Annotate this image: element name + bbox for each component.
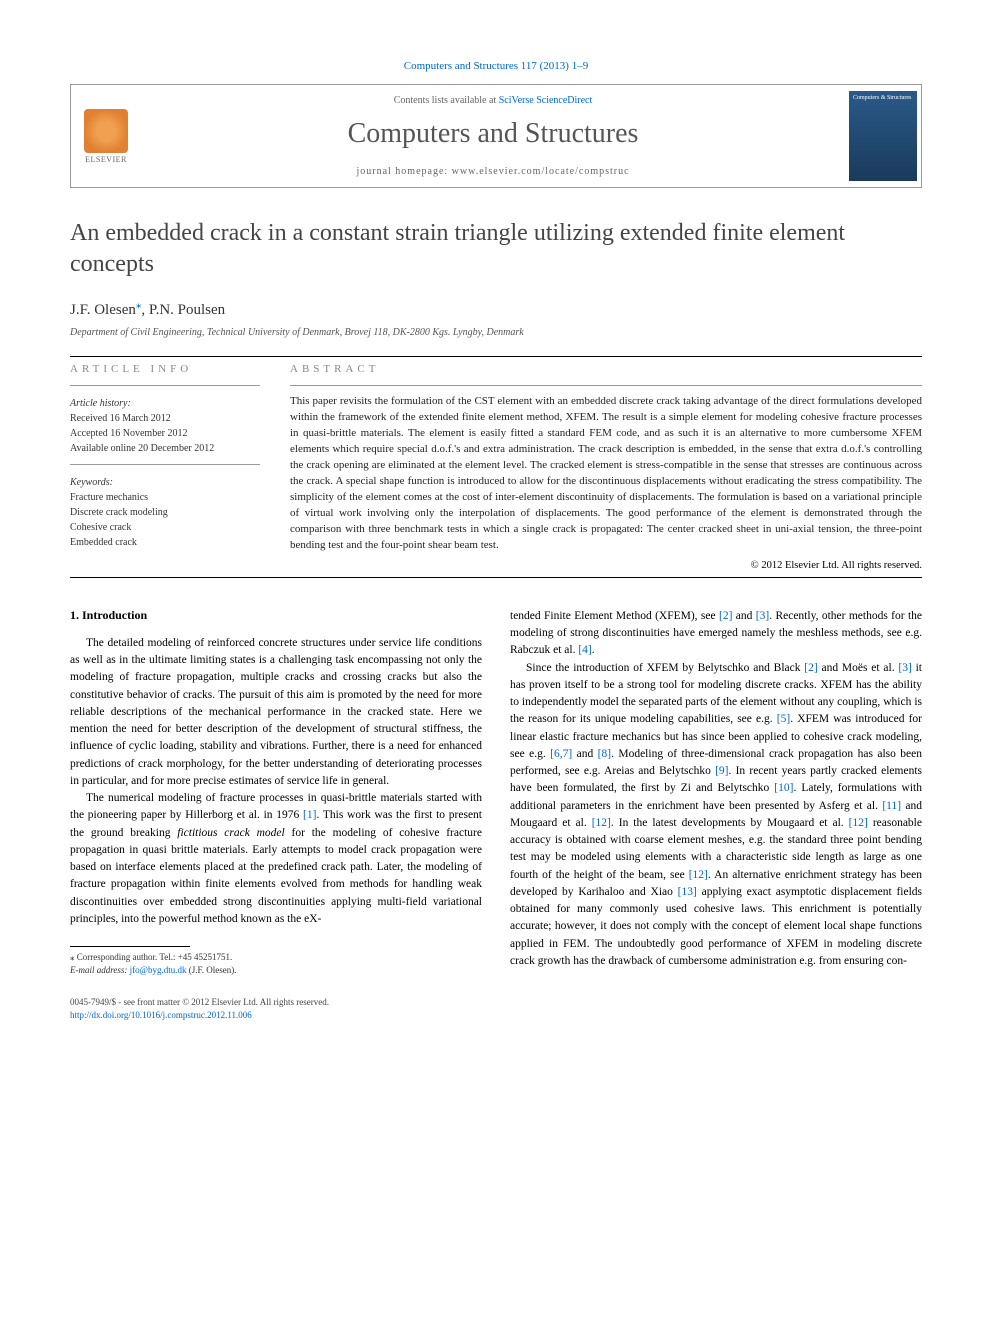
ref-link[interactable]: [10] bbox=[774, 782, 793, 794]
text-span: and Moës et al. bbox=[818, 662, 899, 674]
ref-link[interactable]: [12] bbox=[849, 817, 868, 829]
divider bbox=[70, 356, 922, 357]
ref-link[interactable]: [13] bbox=[678, 886, 697, 898]
corresponding-footnote: ⁎ Corresponding author. Tel.: +45 452517… bbox=[70, 951, 482, 976]
text-span: for the modeling of cohesive fracture pr… bbox=[70, 827, 482, 925]
page-footer: 0045-7949/$ - see front matter © 2012 El… bbox=[70, 996, 922, 1021]
text-span: tended Finite Element Method (XFEM), see bbox=[510, 610, 719, 622]
ref-link[interactable]: [3] bbox=[898, 662, 911, 674]
corr-text: Corresponding author. Tel.: +45 45251751… bbox=[75, 952, 233, 962]
ref-link[interactable]: [4] bbox=[578, 644, 591, 656]
contents-prefix: Contents lists available at bbox=[394, 95, 499, 106]
ref-link[interactable]: [5] bbox=[777, 713, 790, 725]
keyword: Discrete crack modeling bbox=[70, 505, 260, 520]
journal-header: ELSEVIER Contents lists available at Sci… bbox=[70, 84, 922, 188]
text-span: . bbox=[592, 644, 595, 656]
accepted-date: Accepted 16 November 2012 bbox=[70, 426, 260, 441]
history-heading: Article history: bbox=[70, 396, 260, 411]
author-2: , P.N. Poulsen bbox=[141, 302, 225, 318]
text-span: and bbox=[732, 610, 755, 622]
ref-link[interactable]: [11] bbox=[882, 800, 901, 812]
text-span: . In the latest developments by Mougaard… bbox=[611, 817, 849, 829]
cover-title: Computers & Structures bbox=[853, 95, 911, 101]
elsevier-logo: ELSEVIER bbox=[71, 85, 141, 187]
email-suffix: (J.F. Olesen). bbox=[186, 965, 236, 975]
ref-link[interactable]: [8] bbox=[598, 748, 611, 760]
emphasis: fictitious crack model bbox=[177, 827, 284, 839]
keyword: Fracture mechanics bbox=[70, 490, 260, 505]
keyword: Embedded crack bbox=[70, 535, 260, 550]
contents-available-line: Contents lists available at SciVerse Sci… bbox=[141, 95, 845, 106]
intro-paragraph-1: The detailed modeling of reinforced conc… bbox=[70, 635, 482, 790]
journal-homepage: journal homepage: www.elsevier.com/locat… bbox=[141, 166, 845, 177]
email-label: E-mail address: bbox=[70, 965, 130, 975]
keyword: Cohesive crack bbox=[70, 520, 260, 535]
ref-link[interactable]: [2] bbox=[804, 662, 817, 674]
intro-paragraph-2: The numerical modeling of fracture proce… bbox=[70, 790, 482, 928]
ref-link[interactable]: [3] bbox=[756, 610, 769, 622]
intro-paragraph-4: Since the introduction of XFEM by Belyts… bbox=[510, 660, 922, 971]
article-info-label: ARTICLE INFO bbox=[70, 363, 260, 375]
keywords-heading: Keywords: bbox=[70, 475, 260, 490]
ref-link[interactable]: [6,7] bbox=[550, 748, 572, 760]
section-heading: 1. Introduction bbox=[70, 608, 482, 623]
homepage-url[interactable]: www.elsevier.com/locate/compstruc bbox=[452, 166, 630, 177]
ref-link[interactable]: [1] bbox=[303, 809, 316, 821]
divider bbox=[70, 577, 922, 578]
info-divider bbox=[70, 385, 260, 386]
elsevier-label: ELSEVIER bbox=[85, 155, 127, 164]
ref-link[interactable]: [9] bbox=[715, 765, 728, 777]
ref-link[interactable]: [2] bbox=[719, 610, 732, 622]
email-link[interactable]: jfo@byg.dtu.dk bbox=[130, 965, 187, 975]
homepage-prefix: journal homepage: bbox=[356, 166, 451, 177]
ref-link[interactable]: [12] bbox=[689, 869, 708, 881]
ref-link[interactable]: [12] bbox=[592, 817, 611, 829]
journal-title: Computers and Structures bbox=[141, 118, 845, 150]
journal-cover-thumb: Computers & Structures bbox=[845, 85, 921, 187]
article-title: An embedded crack in a constant strain t… bbox=[70, 218, 922, 280]
cover-image: Computers & Structures bbox=[849, 91, 917, 181]
journal-reference: Computers and Structures 117 (2013) 1–9 bbox=[70, 60, 922, 72]
elsevier-tree-icon bbox=[84, 109, 128, 153]
info-divider bbox=[70, 464, 260, 465]
copyright-line: © 2012 Elsevier Ltd. All rights reserved… bbox=[290, 560, 922, 571]
text-span: Since the introduction of XFEM by Belyts… bbox=[526, 662, 804, 674]
sciencedirect-link[interactable]: SciVerse ScienceDirect bbox=[499, 95, 593, 106]
abstract-label: ABSTRACT bbox=[290, 363, 922, 375]
text-span: and bbox=[572, 748, 597, 760]
author-1: J.F. Olesen bbox=[70, 302, 136, 318]
authors: J.F. Olesen⁎, P.N. Poulsen bbox=[70, 298, 922, 319]
received-date: Received 16 March 2012 bbox=[70, 411, 260, 426]
issn-line: 0045-7949/$ - see front matter © 2012 El… bbox=[70, 996, 922, 1009]
abstract-text: This paper revisits the formulation of t… bbox=[290, 394, 922, 553]
affiliation: Department of Civil Engineering, Technic… bbox=[70, 327, 922, 338]
online-date: Available online 20 December 2012 bbox=[70, 441, 260, 456]
doi-link[interactable]: http://dx.doi.org/10.1016/j.compstruc.20… bbox=[70, 1009, 922, 1022]
intro-paragraph-3: tended Finite Element Method (XFEM), see… bbox=[510, 608, 922, 660]
footnote-rule bbox=[70, 946, 190, 947]
abstract-divider bbox=[290, 385, 922, 386]
